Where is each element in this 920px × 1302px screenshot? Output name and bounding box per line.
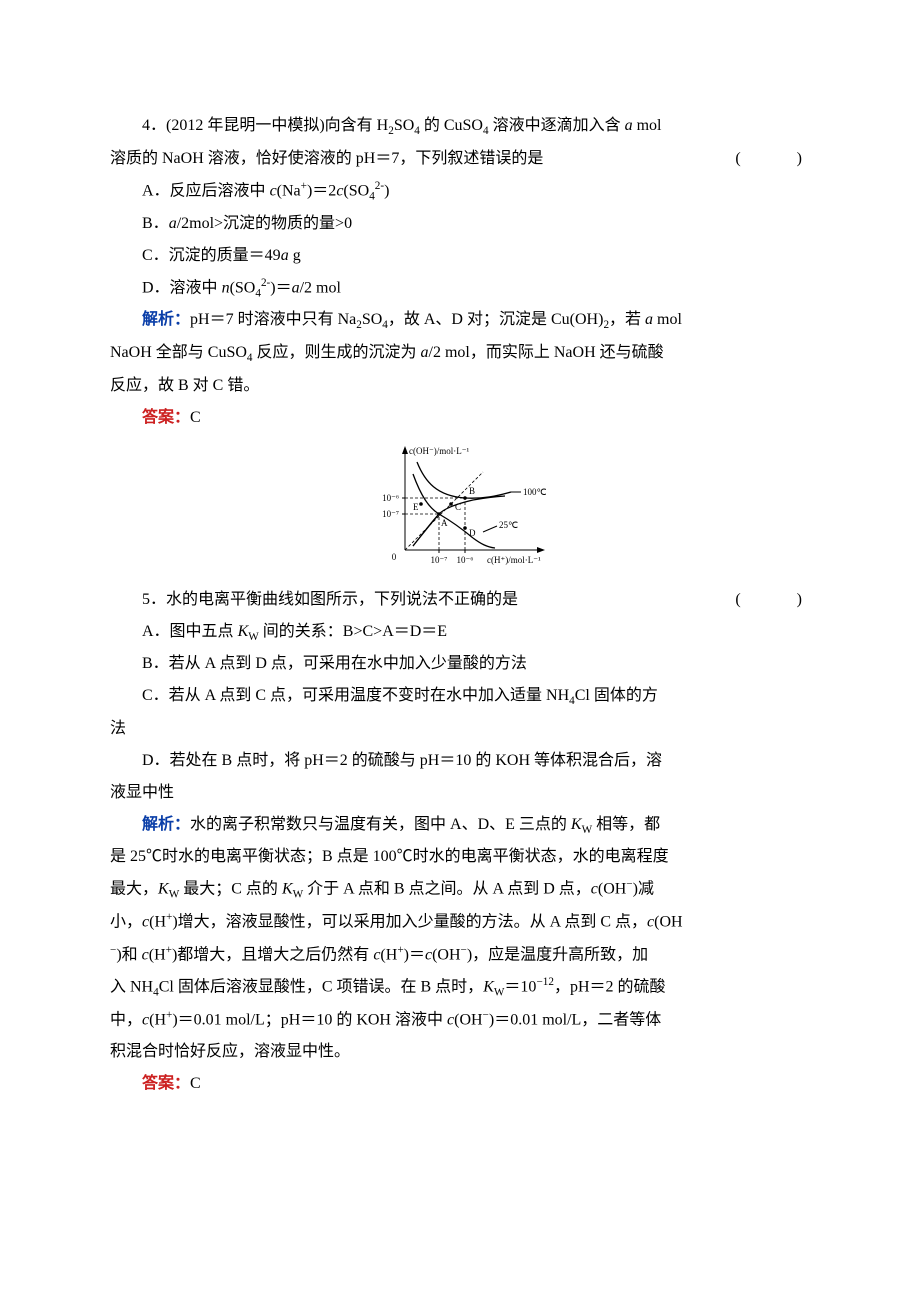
q4-stem-line1: 4．(2012 年昆明一中模拟)向含有 H2SO4 的 CuSO4 溶液中逐滴加… [110, 110, 810, 143]
answer-label: 答案： [142, 1075, 190, 1092]
q5-stem: 5．水的电离平衡曲线如图所示，下列说法不正确的是 ( ) [110, 584, 810, 616]
q5-option-d-line1: D．若处在 B 点时，将 pH＝2 的硫酸与 pH＝10 的 KOH 等体积混合… [110, 745, 810, 777]
answer-label: 答案： [142, 409, 190, 426]
svg-text:0: 0 [392, 552, 397, 562]
svg-text:A: A [441, 518, 448, 528]
q4-answer-blank: ( ) [735, 143, 810, 175]
q5-answer: 答案：C [110, 1068, 810, 1100]
q5-analysis-line4: 小，c(H+)增大，溶液显酸性，可以采用加入少量酸的方法。从 A 点到 C 点，… [110, 906, 810, 938]
q4-analysis-line1: 解析：pH＝7 时溶液中只有 Na2SO4，故 A、D 对；沉淀是 Cu(OH)… [110, 304, 810, 337]
svg-text:c(OH⁻)/mol·L⁻¹: c(OH⁻)/mol·L⁻¹ [409, 446, 469, 456]
q5-analysis-line3: 最大，KW 最大；C 点的 KW 介于 A 点和 B 点之间。从 A 点到 D … [110, 873, 810, 906]
q4-stem-c: 的 CuSO [420, 117, 483, 134]
q5-analysis-line6: 入 NH4Cl 固体后溶液显酸性，C 项错误。在 B 点时，KW＝10−12，p… [110, 971, 810, 1004]
analysis-label: 解析： [142, 311, 190, 328]
document-page: 4．(2012 年昆明一中模拟)向含有 H2SO4 的 CuSO4 溶液中逐滴加… [0, 0, 920, 1302]
svg-text:10⁻⁶: 10⁻⁶ [382, 493, 399, 503]
svg-text:10⁻⁷: 10⁻⁷ [382, 509, 399, 519]
q5-analysis-line1: 解析：水的离子积常数只与温度有关，图中 A、D、E 三点的 KW 相等，都 [110, 809, 810, 842]
q4-option-b: B．a/2mol>沉淀的物质的量>0 [110, 208, 810, 240]
analysis-label: 解析： [142, 816, 190, 833]
q5-answer-blank: ( ) [703, 584, 810, 616]
q4-analysis-line3: 反应，故 B 对 C 错。 [110, 370, 810, 402]
svg-text:100℃: 100℃ [523, 487, 547, 497]
svg-text:10⁻⁶: 10⁻⁶ [457, 555, 474, 565]
q5-analysis-line5: −)和 c(H+)都增大，且增大之后仍然有 c(H+)＝c(OH−)，应是温度升… [110, 939, 810, 971]
svg-text:C: C [455, 502, 461, 512]
q4-stem-e: mol [633, 117, 662, 134]
q4-option-c: C．沉淀的质量＝49a g [110, 240, 810, 272]
q5-option-c-line1: C．若从 A 点到 C 点，可采用温度不变时在水中加入适量 NH4Cl 固体的方 [110, 680, 810, 713]
q5-analysis-line7: 中，c(H+)＝0.01 mol/L；pH＝10 的 KOH 溶液中 c(OH−… [110, 1004, 810, 1036]
svg-text:10⁻⁷: 10⁻⁷ [431, 555, 448, 565]
svg-text:c(H⁺)/mol·L⁻¹: c(H⁺)/mol·L⁻¹ [487, 555, 541, 565]
q4-stem-line2: 溶质的 NaOH 溶液，恰好使溶液的 pH＝7，下列叙述错误的是 ( ) [110, 143, 810, 175]
q5-analysis-line8: 积混合时恰好反应，溶液显中性。 [110, 1036, 810, 1068]
ionization-curve-chart: 0 10⁻⁶ 10⁻⁷ 10⁻⁷ 10⁻⁶ c(OH⁻)/mol·L⁻¹ c(H… [110, 440, 810, 582]
q4-stem-d: 溶液中逐滴加入含 [489, 117, 625, 134]
q4-answer: 答案：C [110, 402, 810, 434]
q5-option-d-line2: 液显中性 [110, 777, 810, 809]
chart-svg: 0 10⁻⁶ 10⁻⁷ 10⁻⁷ 10⁻⁶ c(OH⁻)/mol·L⁻¹ c(H… [365, 440, 555, 570]
svg-text:D: D [469, 528, 476, 538]
q4-stem-f: 溶质的 NaOH 溶液，恰好使溶液的 pH＝7，下列叙述错误的是 [110, 150, 543, 167]
svg-text:25℃: 25℃ [499, 520, 518, 530]
q5-option-b: B．若从 A 点到 D 点，可采用在水中加入少量酸的方法 [110, 648, 810, 680]
svg-text:E: E [413, 502, 419, 512]
q4-analysis-line2: NaOH 全部与 CuSO4 反应，则生成的沉淀为 a/2 mol，而实际上 N… [110, 337, 810, 370]
q4-stem-b: SO [394, 117, 414, 134]
svg-text:B: B [469, 486, 475, 496]
q5-option-a: A．图中五点 KW 间的关系：B>C>A＝D＝E [110, 616, 810, 649]
q4-option-d: D．溶液中 n(SO42-)＝a/2 mol [110, 272, 810, 305]
q4-option-a: A．反应后溶液中 c(Na+)＝2c(SO42-) [110, 175, 810, 208]
q5-option-c-line2: 法 [110, 713, 810, 745]
q5-analysis-line2: 是 25℃时水的电离平衡状态；B 点是 100℃时水的电离平衡状态，水的电离程度 [110, 841, 810, 873]
q4-stem-a: 4．(2012 年昆明一中模拟)向含有 H [142, 117, 388, 134]
